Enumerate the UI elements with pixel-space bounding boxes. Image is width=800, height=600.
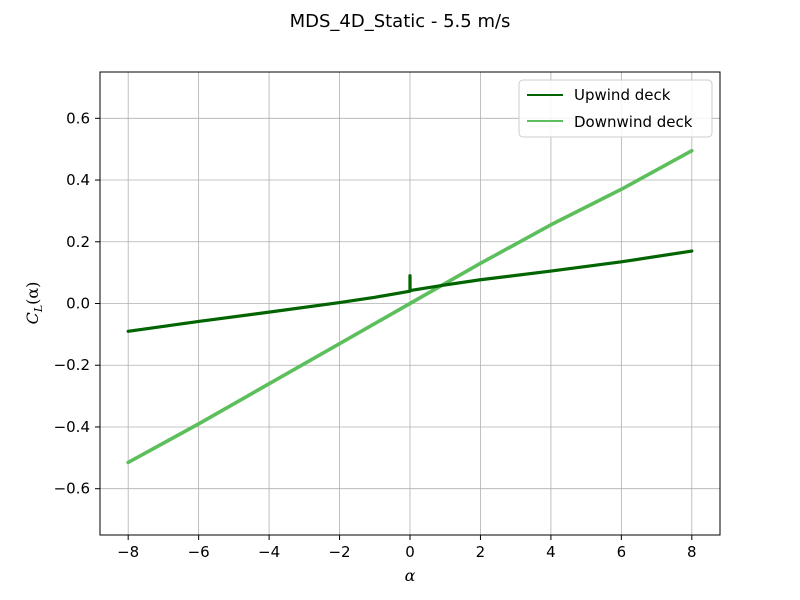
y-axis-label-arg: (α) — [23, 282, 42, 305]
x-tick-label: −2 — [328, 543, 350, 561]
y-tick-label: 0.0 — [66, 295, 90, 313]
series-line-downwind — [126, 148, 694, 465]
y-tick-label: −0.4 — [54, 418, 90, 436]
x-tick-label: 6 — [617, 543, 627, 561]
y-axis-label-sub: L — [32, 305, 45, 313]
y-tick-label: 0.4 — [66, 171, 90, 189]
x-tick-label: −8 — [117, 543, 139, 561]
x-tick-label: 8 — [687, 543, 697, 561]
x-tick-label: −6 — [188, 543, 210, 561]
y-axis-label-main: C — [23, 312, 42, 324]
tick-layer: −8 −6 −4 −2 0 2 4 6 8 −0.6 −0.4 −0.2 0.0 0.2 0.4 0.6 — [54, 109, 697, 561]
y-tick-label: −0.6 — [54, 480, 90, 498]
x-tick-label: 2 — [476, 543, 486, 561]
y-tick-label: −0.2 — [54, 356, 90, 374]
y-axis-label: CL(α) — [23, 282, 45, 325]
series-line-upwind — [126, 249, 694, 333]
legend: Upwind deck Downwind deck — [518, 79, 713, 138]
y-tick-label: 0.6 — [66, 109, 90, 127]
series-layer — [126, 148, 694, 465]
x-axis-label: α — [405, 566, 416, 585]
x-tick-label: 4 — [546, 543, 556, 561]
legend-label-downwind: Downwind deck — [574, 113, 693, 131]
y-tick-label: 0.2 — [66, 233, 90, 251]
x-tick-label: −4 — [258, 543, 280, 561]
legend-frame — [518, 79, 713, 138]
legend-label-upwind: Upwind deck — [574, 86, 671, 104]
chart-title: MDS_4D_Static - 5.5 m/s — [290, 11, 511, 32]
x-tick-label: 0 — [405, 543, 415, 561]
